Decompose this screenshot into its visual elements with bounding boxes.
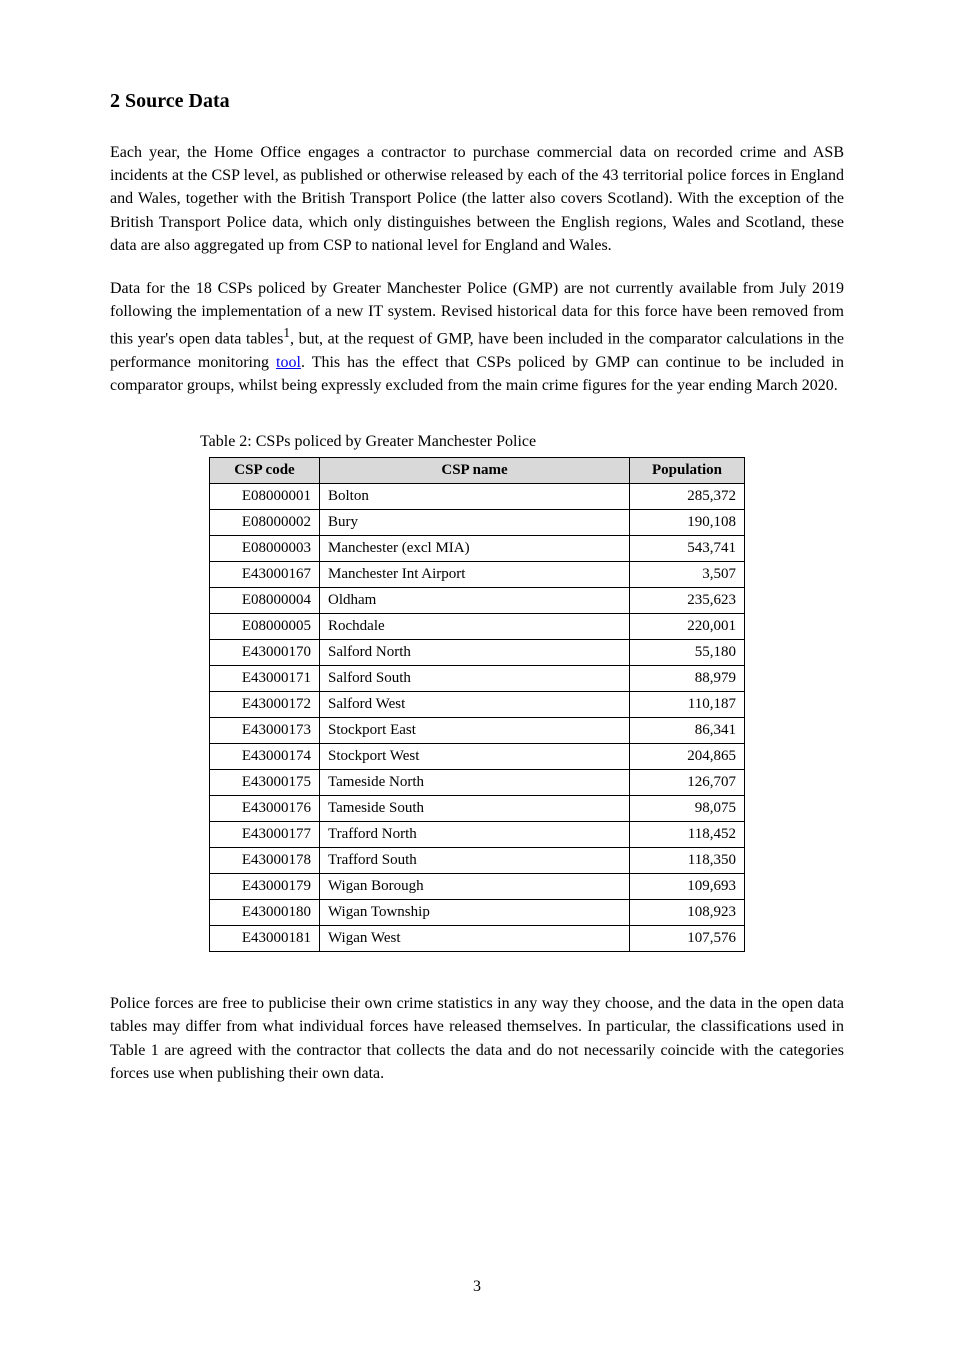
- table-body: E08000001Bolton285,372E08000002Bury190,1…: [210, 484, 745, 952]
- paragraph-2: Data for the 18 CSPs policed by Greater …: [110, 277, 844, 397]
- table-row: E43000170Salford North55,180: [210, 640, 745, 666]
- cell-pop: 126,707: [630, 770, 745, 796]
- table-row: E43000173Stockport East86,341: [210, 718, 745, 744]
- cell-code: E43000178: [210, 848, 320, 874]
- cell-name: Manchester (excl MIA): [320, 536, 630, 562]
- cell-code: E43000171: [210, 666, 320, 692]
- cell-pop: 107,576: [630, 926, 745, 952]
- cell-pop: 190,108: [630, 510, 745, 536]
- cell-code: E43000180: [210, 900, 320, 926]
- cell-name: Tameside South: [320, 796, 630, 822]
- cell-pop: 204,865: [630, 744, 745, 770]
- cell-name: Stockport East: [320, 718, 630, 744]
- cell-code: E43000167: [210, 562, 320, 588]
- paragraph-1: Each year, the Home Office engages a con…: [110, 141, 844, 257]
- cell-name: Oldham: [320, 588, 630, 614]
- table-row: E43000174Stockport West204,865: [210, 744, 745, 770]
- table-row: E08000003Manchester (excl MIA)543,741: [210, 536, 745, 562]
- table-row: E08000004Oldham235,623: [210, 588, 745, 614]
- table-row: E43000178Trafford South118,350: [210, 848, 745, 874]
- footnote-ref-1: 1: [283, 325, 290, 340]
- cell-pop: 98,075: [630, 796, 745, 822]
- cell-pop: 108,923: [630, 900, 745, 926]
- cell-code: E43000176: [210, 796, 320, 822]
- cell-code: E43000173: [210, 718, 320, 744]
- table-row: E43000179Wigan Borough109,693: [210, 874, 745, 900]
- cell-code: E08000003: [210, 536, 320, 562]
- col-header-code: CSP code: [210, 458, 320, 484]
- table-row: E43000176Tameside South98,075: [210, 796, 745, 822]
- cell-name: Stockport West: [320, 744, 630, 770]
- cell-code: E43000172: [210, 692, 320, 718]
- section-heading: 2 Source Data: [110, 90, 844, 113]
- csp-table: CSP code CSP name Population E08000001Bo…: [209, 457, 745, 952]
- tool-link[interactable]: tool: [276, 354, 301, 371]
- cell-pop: 235,623: [630, 588, 745, 614]
- cell-code: E08000001: [210, 484, 320, 510]
- table-row: E08000005Rochdale220,001: [210, 614, 745, 640]
- cell-pop: 3,507: [630, 562, 745, 588]
- cell-pop: 543,741: [630, 536, 745, 562]
- cell-code: E08000004: [210, 588, 320, 614]
- cell-name: Salford West: [320, 692, 630, 718]
- table-header-row: CSP code CSP name Population: [210, 458, 745, 484]
- cell-code: E43000177: [210, 822, 320, 848]
- page: 2 Source Data Each year, the Home Office…: [0, 0, 954, 1351]
- cell-code: E43000174: [210, 744, 320, 770]
- table-row: E43000175Tameside North126,707: [210, 770, 745, 796]
- col-header-pop: Population: [630, 458, 745, 484]
- cell-code: E43000179: [210, 874, 320, 900]
- cell-pop: 285,372: [630, 484, 745, 510]
- cell-pop: 88,979: [630, 666, 745, 692]
- cell-name: Wigan Borough: [320, 874, 630, 900]
- cell-name: Rochdale: [320, 614, 630, 640]
- table-row: E43000171Salford South88,979: [210, 666, 745, 692]
- cell-name: Salford South: [320, 666, 630, 692]
- col-header-name: CSP name: [320, 458, 630, 484]
- cell-name: Salford North: [320, 640, 630, 666]
- cell-pop: 109,693: [630, 874, 745, 900]
- cell-pop: 110,187: [630, 692, 745, 718]
- cell-code: E43000175: [210, 770, 320, 796]
- cell-pop: 118,452: [630, 822, 745, 848]
- cell-code: E08000002: [210, 510, 320, 536]
- table-row: E43000180Wigan Township108,923: [210, 900, 745, 926]
- table-row: E08000002Bury190,108: [210, 510, 745, 536]
- cell-name: Bolton: [320, 484, 630, 510]
- cell-code: E43000181: [210, 926, 320, 952]
- cell-name: Manchester Int Airport: [320, 562, 630, 588]
- cell-pop: 86,341: [630, 718, 745, 744]
- cell-name: Tameside North: [320, 770, 630, 796]
- cell-name: Trafford South: [320, 848, 630, 874]
- cell-name: Bury: [320, 510, 630, 536]
- table-row: E43000167Manchester Int Airport3,507: [210, 562, 745, 588]
- cell-code: E08000005: [210, 614, 320, 640]
- table-row: E43000177Trafford North118,452: [210, 822, 745, 848]
- table-row: E43000181Wigan West107,576: [210, 926, 745, 952]
- cell-pop: 220,001: [630, 614, 745, 640]
- cell-name: Trafford North: [320, 822, 630, 848]
- table-row: E08000001Bolton285,372: [210, 484, 745, 510]
- cell-code: E43000170: [210, 640, 320, 666]
- cell-name: Wigan Township: [320, 900, 630, 926]
- cell-name: Wigan West: [320, 926, 630, 952]
- paragraph-3: Police forces are free to publicise thei…: [110, 992, 844, 1085]
- page-number: 3: [0, 1278, 954, 1296]
- cell-pop: 118,350: [630, 848, 745, 874]
- table-row: E43000172Salford West110,187: [210, 692, 745, 718]
- cell-pop: 55,180: [630, 640, 745, 666]
- table-caption: Table 2: CSPs policed by Greater Manches…: [110, 433, 844, 451]
